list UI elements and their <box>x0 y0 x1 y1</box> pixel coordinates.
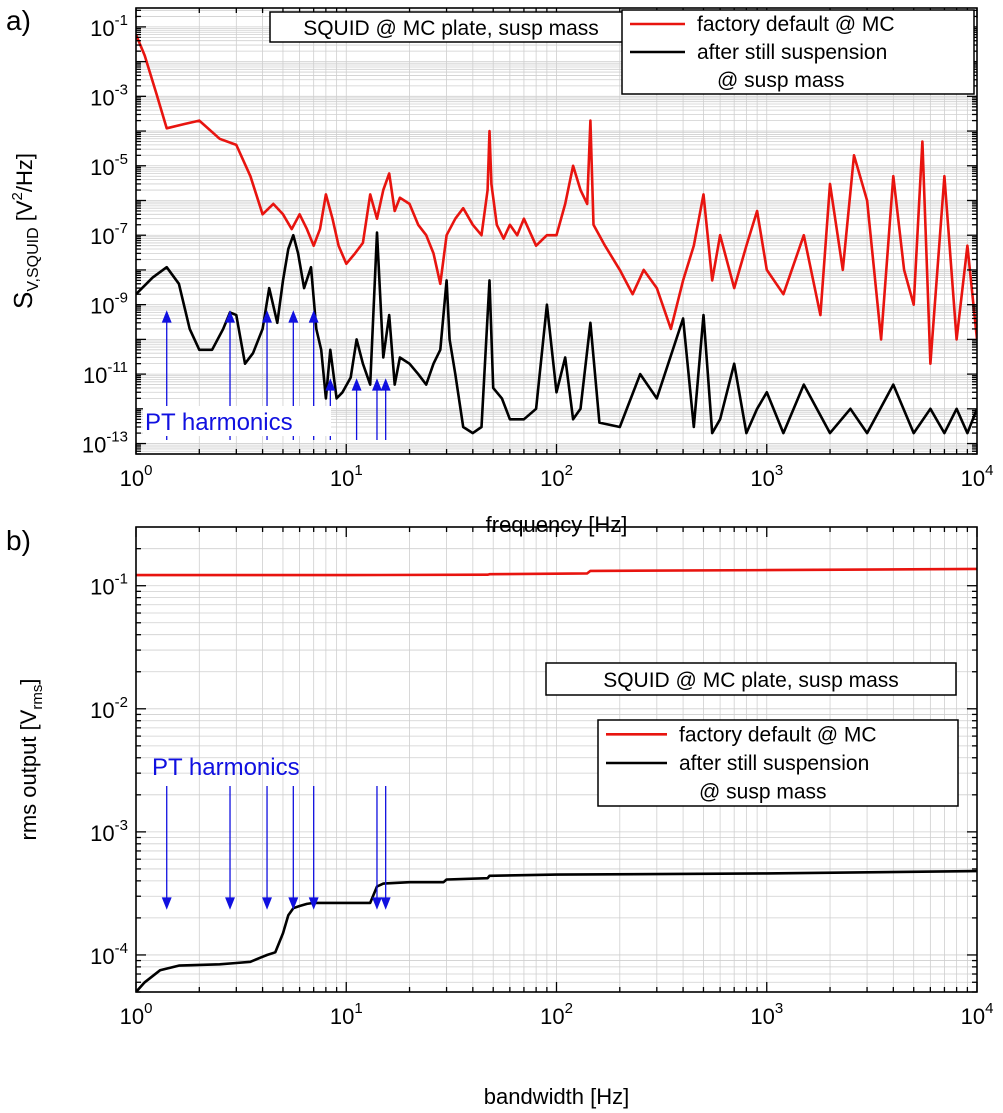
y-tick-label: 10-4 <box>90 940 128 969</box>
legend-entry: factory default @ MC <box>679 723 877 746</box>
arrow-head <box>372 378 382 391</box>
panel-label: a) <box>6 5 31 36</box>
series-line-factory-default <box>136 34 977 365</box>
arrow-head <box>380 378 391 391</box>
x-tick-label: 104 <box>961 1000 994 1029</box>
y-tick-label: 10-7 <box>90 220 128 249</box>
annotation-text: SQUID @ MC plate, susp mass <box>303 17 599 40</box>
x-tick-label: 101 <box>330 1000 363 1029</box>
axis-ticks <box>135 8 978 455</box>
panel-b: 100 101 102 103 104 10-1 10-2 10-3 10-4 bandwidth… <box>6 525 993 1109</box>
series-line-after-still-suspension <box>136 869 977 992</box>
pt-harmonic-arrows <box>161 786 391 910</box>
arrow-head <box>308 897 319 910</box>
legend-entry: factory default @ MC <box>697 13 895 36</box>
legend: factory default @ MC after still suspensi… <box>597 719 959 807</box>
plot-area <box>136 567 977 992</box>
arrow-head <box>380 897 391 910</box>
x-tick-label: 102 <box>540 462 573 491</box>
arrow-head <box>262 897 272 910</box>
x-tick-label: 100 <box>120 1000 153 1029</box>
legend-entry: @ susp mass <box>699 781 827 804</box>
x-tick-label: 100 <box>120 462 153 491</box>
arrow-head <box>161 310 172 323</box>
series-line-factory-default <box>136 567 977 577</box>
arrow-head <box>161 897 172 910</box>
axis-ticks <box>135 527 978 993</box>
x-tick-label: 102 <box>540 1000 573 1029</box>
y-tick-label: 10-11 <box>83 359 128 388</box>
y-axis-label: SV,SQUID [V2/Hz] <box>8 153 42 309</box>
panel-a: 100 101 102 103 104 10-1 10-3 10-5 10-7 10-9 10-11… <box>6 5 993 537</box>
annotation-box <box>269 11 633 43</box>
arrow-head <box>288 897 299 910</box>
y-tick-label: 10-3 <box>90 817 128 846</box>
annotation-text: SQUID @ MC plate, susp mass <box>603 669 899 692</box>
y-tick-label: 10-5 <box>90 151 128 180</box>
x-tick-label: 103 <box>750 1000 783 1029</box>
arrow-head <box>308 310 319 323</box>
arrow-head <box>225 897 235 910</box>
arrow-head <box>351 378 362 391</box>
y-tick-label: 10-3 <box>90 81 128 110</box>
legend-entry: after still suspension <box>697 41 887 64</box>
legend: factory default @ MC after still suspensi… <box>621 9 975 95</box>
panel-label: b) <box>6 525 31 556</box>
legend-entry: @ susp mass <box>717 69 845 92</box>
x-tick-label: 101 <box>330 462 363 491</box>
x-tick-label: 104 <box>961 462 994 491</box>
pt-label-background <box>143 406 331 436</box>
y-tick-label: 10-13 <box>82 429 128 458</box>
y-axis-label: rms output [Vrms] <box>16 679 46 841</box>
arrow-head <box>372 897 382 910</box>
annotation-box <box>545 662 957 696</box>
x-tick-label: 103 <box>750 462 783 491</box>
arrow-head <box>288 310 299 323</box>
arrow-head <box>225 310 235 323</box>
y-tick-label: 10-1 <box>90 571 128 600</box>
legend-entry: after still suspension <box>679 752 869 775</box>
y-tick-label: 10-9 <box>90 290 128 319</box>
arrow-head <box>325 378 336 391</box>
arrow-head <box>262 310 272 323</box>
plot-area <box>136 34 977 435</box>
y-tick-label: 10-2 <box>90 694 128 723</box>
y-tick-label: 10-1 <box>90 12 128 41</box>
x-axis-label: bandwidth [Hz] <box>484 1084 630 1109</box>
pt-harmonics-label: PT harmonics <box>152 754 300 781</box>
series-line-after-still-suspension <box>136 231 977 435</box>
pt-harmonics-label: PT harmonics <box>145 409 293 436</box>
